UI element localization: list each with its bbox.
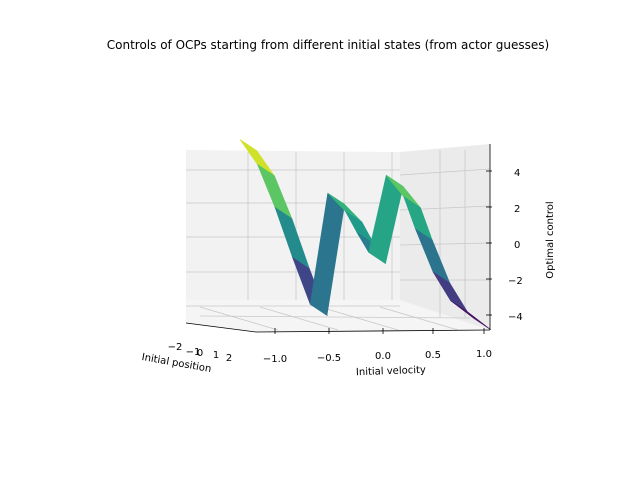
grid-line-floor	[319, 306, 399, 331]
grid-line-h	[399, 168, 491, 176]
x-tick: −2	[168, 342, 183, 353]
axes	[185, 144, 492, 334]
grid-line-floor	[199, 315, 471, 319]
grid-line-floor	[379, 306, 459, 331]
y-axis-label: Initial velocity	[356, 365, 426, 378]
z-tick: 4	[514, 168, 520, 179]
z-axis-label: Optimal control	[545, 201, 556, 278]
y-tick: 0.0	[375, 351, 391, 362]
y-tick: −0.5	[317, 353, 341, 364]
surface	[239, 139, 491, 330]
chart-title: Controls of OCPs starting from different…	[107, 38, 549, 52]
y-tick: −1.0	[263, 354, 287, 365]
x-axis-line	[185, 322, 257, 333]
y-ticks: −1.0 −0.5 0.0 0.5 1.0	[263, 349, 492, 365]
x-tick: 2	[226, 353, 232, 364]
x-tick: 1	[213, 350, 219, 361]
surface-facet	[450, 300, 491, 330]
grid-line-floor	[199, 306, 279, 331]
z-tick: −2	[508, 276, 523, 287]
x-ticks: −2 −1 0 1 2	[168, 342, 233, 364]
grid-line-h	[399, 242, 491, 246]
y-tick: 0.5	[425, 350, 441, 361]
x-tick: −1	[186, 347, 201, 358]
grid-line-floor	[259, 306, 339, 331]
z-tick: 2	[514, 204, 520, 215]
right-pane	[400, 144, 490, 330]
z-tick: −4	[508, 312, 523, 323]
y-tick: 1.0	[476, 349, 492, 360]
z-ticks: 4 2 0 −2 −4	[508, 168, 523, 323]
x-tick: 0	[197, 348, 203, 359]
z-tick: 0	[514, 240, 520, 251]
y-axis-line	[255, 329, 491, 333]
